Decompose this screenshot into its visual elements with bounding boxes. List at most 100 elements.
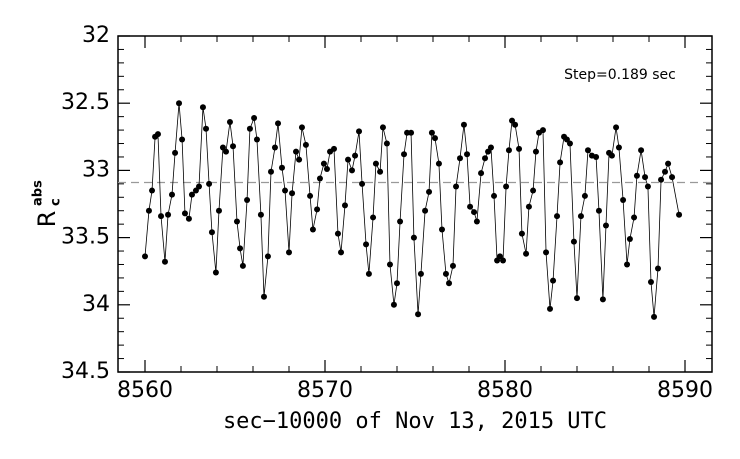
data-point xyxy=(286,249,292,256)
y-tick-label: 34 xyxy=(82,292,110,317)
data-point xyxy=(386,261,393,268)
data-point xyxy=(334,230,341,237)
data-point xyxy=(435,160,442,167)
data-point xyxy=(543,249,550,256)
data-point xyxy=(557,159,564,166)
data-point xyxy=(417,270,424,277)
data-point xyxy=(453,183,460,190)
data-point xyxy=(208,229,215,236)
data-point xyxy=(372,160,379,167)
data-point xyxy=(676,211,683,218)
data-point xyxy=(316,175,323,182)
data-point xyxy=(169,191,175,198)
y-axis-label: R c abs xyxy=(31,180,64,227)
data-point xyxy=(487,144,494,151)
data-point xyxy=(523,250,530,257)
data-point xyxy=(331,145,337,152)
data-point xyxy=(669,174,676,181)
data-point xyxy=(244,196,251,203)
data-point xyxy=(203,125,210,132)
plot-frame xyxy=(117,35,713,373)
data-point xyxy=(215,207,222,214)
data-point xyxy=(446,280,453,287)
data-point xyxy=(230,143,237,150)
data-point xyxy=(503,183,510,190)
data-point xyxy=(415,311,422,318)
data-point xyxy=(530,187,537,194)
data-point xyxy=(359,180,366,187)
data-point xyxy=(179,136,186,143)
y-label-sup: abs xyxy=(31,180,46,206)
data-point xyxy=(390,301,397,308)
data-point xyxy=(264,253,271,260)
data-point xyxy=(431,135,438,142)
data-point xyxy=(512,121,519,128)
data-point xyxy=(282,187,289,194)
data-point xyxy=(505,147,512,154)
data-point xyxy=(550,277,557,284)
y-tick-label: 33 xyxy=(82,157,110,182)
data-point xyxy=(408,129,415,136)
data-point xyxy=(482,155,489,162)
data-point xyxy=(626,235,633,242)
data-point xyxy=(518,230,525,237)
data-point xyxy=(307,192,314,199)
y-tick-label: 33.5 xyxy=(61,225,110,250)
data-point xyxy=(422,207,429,214)
x-tick-label: 8560 xyxy=(117,378,173,403)
data-point xyxy=(426,188,433,195)
data-point xyxy=(196,183,202,190)
data-point xyxy=(212,269,219,276)
data-point xyxy=(644,183,651,190)
data-point xyxy=(397,218,404,225)
data-point xyxy=(442,270,449,277)
data-point xyxy=(658,176,665,183)
y-label-main: R xyxy=(33,211,61,228)
data-point xyxy=(237,245,244,252)
data-point xyxy=(665,160,672,167)
x-tick-label: 8570 xyxy=(297,378,353,403)
data-point xyxy=(638,147,645,154)
data-point xyxy=(233,218,240,225)
data-point xyxy=(539,127,546,134)
data-point xyxy=(142,253,148,260)
annotation: Step=0.189 sec xyxy=(564,67,676,83)
data-point xyxy=(624,261,631,268)
data-point xyxy=(239,262,246,269)
x-tick-label: 8590 xyxy=(657,378,713,403)
data-point xyxy=(226,119,233,126)
y-tick-label: 34.5 xyxy=(61,359,110,384)
data-point xyxy=(574,295,580,302)
data-point xyxy=(289,190,296,197)
data-point xyxy=(165,211,172,218)
data-point xyxy=(275,120,282,127)
data-point xyxy=(154,131,161,138)
data-point xyxy=(253,136,260,143)
data-point xyxy=(181,210,188,217)
data-point xyxy=(547,305,553,312)
data-point xyxy=(467,203,474,210)
data-point xyxy=(323,166,330,173)
data-point xyxy=(188,191,195,198)
data-point xyxy=(602,222,609,229)
x-axis-label: sec−10000 of Nov 13, 2015 UTC xyxy=(223,409,607,434)
data-point xyxy=(257,211,264,218)
data-point xyxy=(314,206,321,213)
data-point xyxy=(271,144,278,151)
data-point xyxy=(370,214,377,221)
data-point xyxy=(457,155,463,162)
data-point xyxy=(349,167,355,174)
x-tick-label: 8580 xyxy=(477,378,533,403)
data-point xyxy=(613,124,620,131)
data-point xyxy=(500,257,507,264)
data-point xyxy=(298,124,305,131)
data-point xyxy=(199,104,206,111)
data-point xyxy=(532,148,539,155)
data-point xyxy=(428,129,435,136)
data-point xyxy=(356,128,363,135)
data-point xyxy=(608,152,615,159)
data-point xyxy=(394,280,400,287)
data-point xyxy=(320,160,327,167)
data-point xyxy=(383,140,390,147)
